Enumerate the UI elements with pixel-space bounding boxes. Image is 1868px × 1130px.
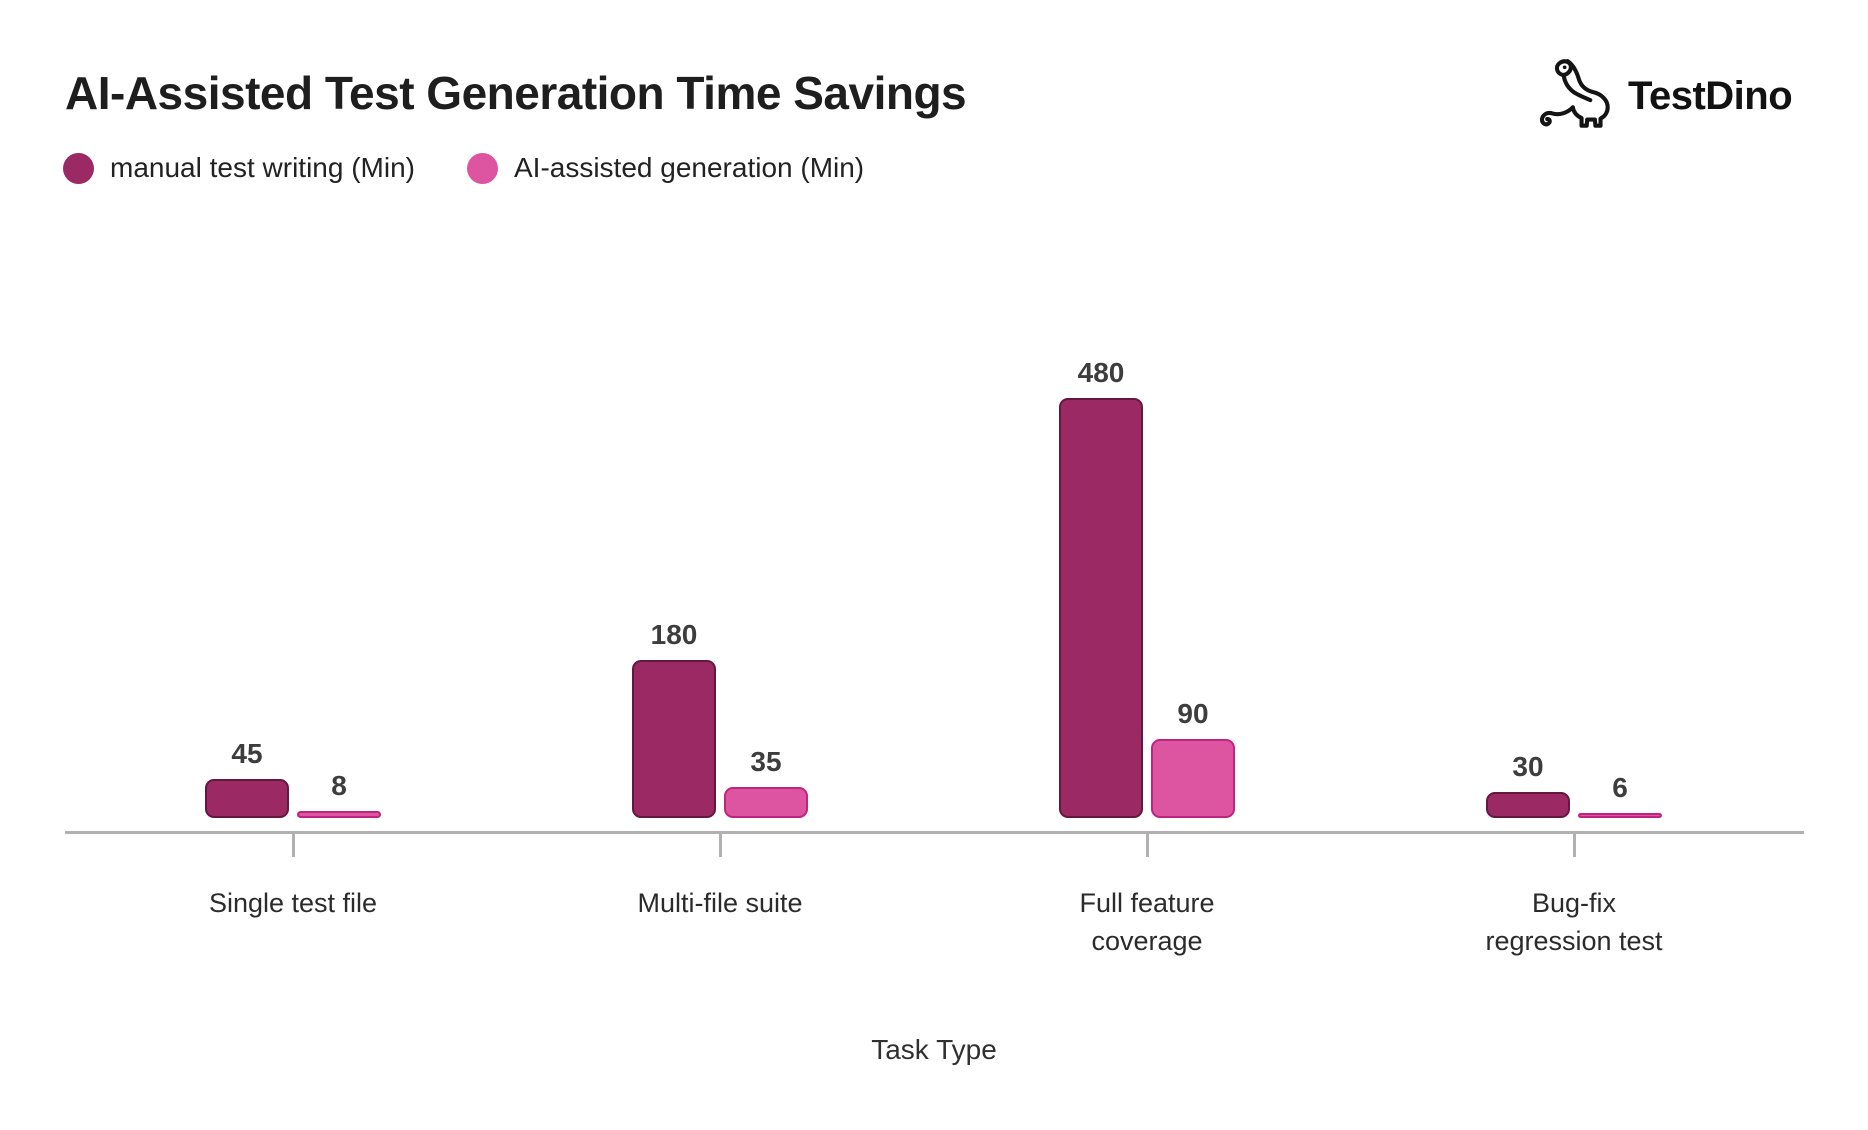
bar-ai-1[interactable] bbox=[724, 787, 808, 818]
bar-value-label: 45 bbox=[231, 738, 263, 769]
axis-tick bbox=[718, 831, 722, 857]
bar-ai-3[interactable] bbox=[1578, 813, 1662, 818]
bar-value-label: 180 bbox=[650, 619, 698, 650]
bar-value-label: 30 bbox=[1512, 751, 1544, 782]
chart-legend: manual test writing (Min) AI-assisted ge… bbox=[63, 148, 864, 188]
category-label: Multi-file suite bbox=[637, 888, 803, 918]
axis-tick bbox=[1145, 831, 1149, 857]
bar-value-label: 90 bbox=[1177, 698, 1209, 729]
x-axis-line bbox=[65, 831, 1804, 834]
legend-label-manual: manual test writing (Min) bbox=[110, 152, 415, 183]
legend-item-manual[interactable]: manual test writing (Min) bbox=[63, 152, 415, 184]
legend-label-ai: AI-assisted generation (Min) bbox=[513, 152, 865, 183]
bar-value-label: 35 bbox=[750, 746, 782, 777]
bar-ai-2[interactable] bbox=[1151, 739, 1235, 818]
bar-manual-0[interactable] bbox=[205, 779, 289, 818]
category-label: Bug-fix regression test bbox=[1485, 888, 1663, 956]
bar-ai-0[interactable] bbox=[297, 811, 381, 818]
category-label: Single test file bbox=[208, 888, 378, 918]
bar-value-label: 480 bbox=[1077, 357, 1125, 388]
legend-item-ai[interactable]: AI-assisted generation (Min) bbox=[466, 152, 865, 184]
bar-manual-2[interactable] bbox=[1059, 398, 1143, 818]
axis-tick bbox=[1572, 831, 1576, 857]
x-axis-title: Task Type bbox=[871, 1034, 997, 1065]
brand-name: TestDino bbox=[1628, 73, 1793, 118]
bar-manual-1[interactable] bbox=[632, 660, 716, 818]
brand-logo: TestDino bbox=[1538, 52, 1793, 140]
category-label: Full feature coverage bbox=[1079, 888, 1215, 956]
legend-swatch-manual-icon bbox=[63, 152, 94, 184]
page-title: AI-Assisted Test Generation Time Savings bbox=[65, 67, 967, 119]
bar-value-label: 6 bbox=[1612, 772, 1628, 803]
bar-manual-3[interactable] bbox=[1486, 792, 1570, 818]
dino-logo-icon bbox=[1539, 59, 1610, 128]
axis-tick bbox=[291, 831, 295, 857]
bar-value-label: 8 bbox=[331, 770, 347, 801]
legend-swatch-ai-icon bbox=[466, 152, 498, 184]
